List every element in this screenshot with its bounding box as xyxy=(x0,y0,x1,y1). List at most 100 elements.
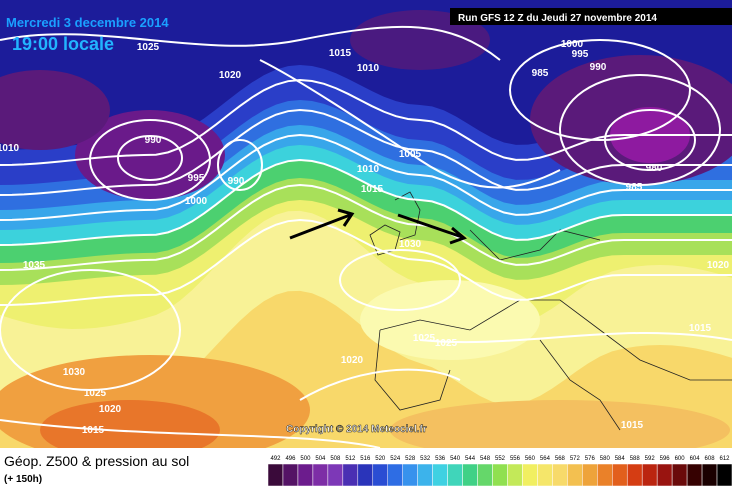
scale-swatch xyxy=(552,463,568,487)
scale-label: 592 xyxy=(645,456,656,462)
isobar xyxy=(0,158,732,246)
scale-swatch xyxy=(582,463,598,487)
isobar-label: 1015 xyxy=(361,184,384,195)
isobar xyxy=(559,74,721,186)
scale-swatch xyxy=(327,463,344,487)
scale-label: 584 xyxy=(615,456,626,462)
scale-swatch xyxy=(312,463,329,487)
isobar-label: 1010 xyxy=(357,164,380,175)
scale-swatch xyxy=(462,463,478,487)
footer-title: Géop. Z500 & pression au sol xyxy=(4,453,189,469)
scale-label: 528 xyxy=(405,456,416,462)
scale-swatch xyxy=(716,463,732,487)
scale-swatch xyxy=(372,463,388,487)
isobar-label: 1025 xyxy=(137,42,160,53)
copyright: Copyright © 2014 Meteociel.fr xyxy=(286,424,427,435)
isobar-label: 995 xyxy=(572,49,589,60)
isobar-label: 985 xyxy=(626,182,643,193)
coastlines xyxy=(369,191,732,431)
isobar-label: 1015 xyxy=(329,48,352,59)
footer-subtitle: (+ 150h) xyxy=(4,474,42,485)
isobars xyxy=(0,25,732,449)
scale-swatch xyxy=(267,463,284,487)
scale-swatch xyxy=(656,463,673,487)
isobar-label: 1000 xyxy=(185,196,208,207)
run-info: Run GFS 12 Z du Jeudi 27 novembre 2014 xyxy=(458,13,657,24)
isobar xyxy=(0,218,732,306)
coastline xyxy=(539,339,621,431)
scale-label: 524 xyxy=(390,456,401,462)
low-area xyxy=(0,70,110,150)
scale-swatch xyxy=(342,463,359,487)
scale-swatch xyxy=(701,463,718,487)
isobar xyxy=(339,249,461,311)
scale-swatch xyxy=(507,463,523,487)
scale-swatch xyxy=(626,463,643,487)
scale-swatch xyxy=(686,463,703,487)
isobar xyxy=(0,269,181,391)
isobar xyxy=(259,59,561,189)
date: Mercredi 3 decembre 2014 xyxy=(6,15,169,30)
scale-label: 568 xyxy=(555,456,566,462)
scale-label: 496 xyxy=(285,456,296,462)
scale-label: 600 xyxy=(675,456,686,462)
coastline xyxy=(379,299,732,381)
isobar xyxy=(299,368,461,401)
scale-label: 564 xyxy=(540,456,551,462)
isobar-label: 980 xyxy=(646,163,663,174)
scale-swatch xyxy=(447,463,463,487)
scale-swatch xyxy=(537,463,553,487)
isobar-label: 1030 xyxy=(63,367,86,378)
isobar-label: 1000 xyxy=(561,39,584,50)
scale-swatch xyxy=(597,463,613,487)
scale-label: 540 xyxy=(450,456,461,462)
scale-label: 612 xyxy=(720,456,731,462)
scale-swatch xyxy=(612,463,628,487)
isobar-label: 990 xyxy=(228,176,245,187)
isobar-label: 1035 xyxy=(23,260,46,271)
scale-label: 492 xyxy=(270,456,281,462)
arrow-head xyxy=(449,226,467,245)
scale-swatch xyxy=(297,463,314,487)
arrow-head xyxy=(337,208,355,227)
isobar xyxy=(117,135,183,181)
isobar-label: 1020 xyxy=(707,260,730,271)
isobar-label: 1015 xyxy=(82,425,105,436)
scale-label: 548 xyxy=(480,456,491,462)
scale-label: 572 xyxy=(570,456,581,462)
isobar-label: 1020 xyxy=(99,404,122,415)
arrow xyxy=(289,213,351,240)
pale-area xyxy=(360,280,540,360)
isobar xyxy=(0,108,732,196)
scale-label: 508 xyxy=(330,456,341,462)
scale-label: 608 xyxy=(705,456,716,462)
coastline xyxy=(374,329,451,411)
scale-label: 560 xyxy=(525,456,536,462)
isobar-label: 1025 xyxy=(413,333,436,344)
warm-area xyxy=(40,400,220,460)
arrow xyxy=(397,213,463,239)
isobar xyxy=(509,39,691,141)
coastline xyxy=(469,229,601,261)
scale-swatch xyxy=(417,463,433,487)
run-box xyxy=(450,8,732,25)
isobar-label: 1010 xyxy=(357,63,380,74)
scale-label: 512 xyxy=(345,456,356,462)
scale-swatch xyxy=(432,463,448,487)
isobar-label: 1010 xyxy=(0,143,20,154)
scale-swatch xyxy=(522,463,538,487)
scale-label: 580 xyxy=(600,456,611,462)
color-scale: 492 496 500 504 508 512 516 520 524 528 532 536 540 5… xyxy=(267,456,732,487)
isobar-label: 985 xyxy=(532,68,549,79)
scale-swatch xyxy=(387,463,403,487)
isobar-label: 1005 xyxy=(399,149,422,160)
isobar-label: 1030 xyxy=(399,239,422,250)
scale-label: 544 xyxy=(465,456,476,462)
isobar xyxy=(0,183,732,271)
warm-area xyxy=(390,400,730,460)
isobar-label: 995 xyxy=(188,173,205,184)
isobar xyxy=(0,419,381,449)
